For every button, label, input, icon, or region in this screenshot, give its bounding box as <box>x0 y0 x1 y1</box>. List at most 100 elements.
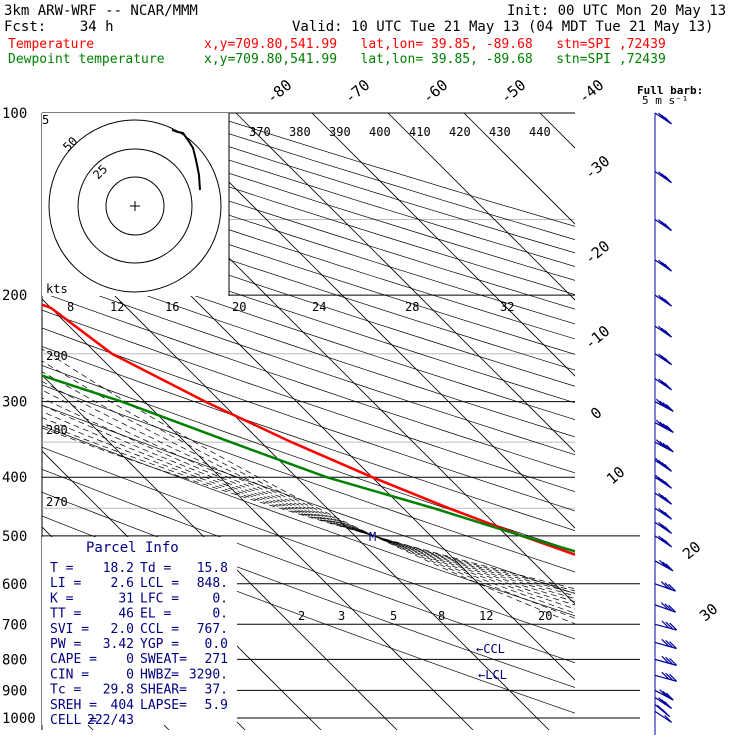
parcel-value: 15.8 <box>197 561 228 576</box>
dry-adiabat <box>42 195 575 371</box>
theta-label: 400 <box>369 125 391 139</box>
parcel-value: 0 <box>126 652 134 667</box>
wind-barb-flag <box>660 581 669 589</box>
wind-barb-flag <box>661 537 669 546</box>
theta-side-label: 270 <box>46 495 68 509</box>
wind-barb <box>654 674 677 682</box>
wind-barb-flag <box>664 116 672 125</box>
temp-axis-label: 0 <box>587 403 605 423</box>
wind-barb <box>654 641 677 650</box>
dry-adiabat <box>42 446 575 640</box>
moist-adiabat <box>42 389 575 606</box>
parcel-label: PW = <box>50 637 81 652</box>
parcel-value: 0. <box>212 591 228 606</box>
wind-barb-flag <box>665 621 674 630</box>
parcel-value: 222/43 <box>87 713 134 728</box>
wind-barb <box>654 710 672 723</box>
wind-barb-flag <box>665 444 674 453</box>
isotherm-line <box>235 113 575 453</box>
temp-axis-label: -40 <box>575 76 607 107</box>
wind-barb-flag <box>664 329 672 338</box>
wind-barb-flag <box>659 689 668 697</box>
isotherm-line <box>159 113 575 529</box>
wind-barb-flag <box>655 439 664 448</box>
wind-barb-flag <box>669 673 678 682</box>
moist-adiabat <box>42 397 575 603</box>
wind-barb-flag <box>661 221 669 230</box>
theta-side-label: 280 <box>46 423 68 437</box>
wind-barb-flag <box>664 223 672 231</box>
isotherm-line <box>311 113 575 377</box>
parcel-label: YGP = <box>140 637 179 652</box>
moist-adiabat <box>42 422 575 592</box>
dry-adiabat <box>42 384 575 573</box>
legend-dewpoint-label: Dewpoint temperature <box>8 52 165 67</box>
isotherm-line <box>387 113 575 301</box>
wind-barb-flag <box>660 602 669 610</box>
init-time: Init: 00 UTC Mon 20 May 13 <box>507 3 727 19</box>
parcel-info-title: Parcel Info <box>86 540 179 556</box>
parcel-value: 404 <box>111 698 135 713</box>
wind-barb-flag <box>669 657 678 666</box>
wind-barb-flag <box>661 524 669 532</box>
wind-barb-flag <box>658 112 667 121</box>
temperature-profile <box>42 303 575 556</box>
wind-barb-flag <box>661 296 669 305</box>
wind-barb-flag <box>662 402 671 411</box>
isotherm-line <box>616 113 740 731</box>
wind-barb-flag <box>659 559 667 568</box>
pressure-label-600: 600 <box>2 577 27 593</box>
parcel-label: Tc = <box>50 683 81 698</box>
parcel-label: LFC = <box>140 591 179 606</box>
wind-barb-flag <box>661 494 669 503</box>
temp-axis-label: 20 <box>679 538 704 563</box>
wind-barb-flag <box>662 690 671 699</box>
wind-barb-flag <box>665 692 674 701</box>
wind-barb-flag <box>665 425 674 433</box>
wind-barb <box>654 689 674 701</box>
temp-axis-label: 10 <box>603 463 628 488</box>
theta-label: 420 <box>449 125 471 139</box>
wind-barb-flag <box>664 357 672 366</box>
dry-adiabat <box>163 113 575 240</box>
parcel-label: SVI = <box>50 622 89 637</box>
dry-adiabat <box>42 275 575 456</box>
wind-barb-flag <box>665 403 674 412</box>
mixing-ratio-label: 5 <box>390 609 397 623</box>
theta-label: 380 <box>289 125 311 139</box>
parcel-label: EL = <box>140 607 171 622</box>
wind-barb-flag <box>658 325 667 334</box>
theta-side-label: 290 <box>46 349 68 363</box>
hodograph-trace <box>171 129 201 191</box>
parcel-value: 0 <box>126 667 134 682</box>
wind-barb-flag <box>664 463 672 472</box>
wind-barb-flag <box>661 327 669 336</box>
dry-adiabat <box>42 469 575 664</box>
parcel-label: CCL = <box>140 622 179 637</box>
theta-label: 440 <box>529 125 551 139</box>
dry-adiabat <box>42 327 575 512</box>
isotherm-line <box>692 113 740 731</box>
wind-barb-flag <box>658 507 667 516</box>
theta-label: 390 <box>329 125 351 139</box>
wind-barb-flag <box>658 459 667 468</box>
parcel-label: LAPSE= <box>140 698 187 713</box>
dry-adiabat <box>202 113 575 227</box>
hodograph-top-label: 5 <box>42 113 49 127</box>
theta-label: 410 <box>409 125 431 139</box>
parcel-value: 29.8 <box>103 683 134 698</box>
parcel-label: LCL = <box>140 576 179 591</box>
wind-barb-flag <box>661 173 669 182</box>
wind-barb-flag <box>664 480 672 489</box>
temp-axis-label: -80 <box>263 76 295 107</box>
dry-adiabat <box>42 425 575 617</box>
theta-label: 430 <box>489 125 511 139</box>
parcel-label: TT = <box>50 607 81 622</box>
speed-label: 24 <box>312 300 326 314</box>
pressure-label-800: 800 <box>2 652 27 668</box>
lcl-marker: ←LCL <box>478 668 507 682</box>
parcel-label: CIN = <box>50 667 89 682</box>
wind-barb-flag <box>658 219 667 228</box>
parcel-value: 5.9 <box>205 698 228 713</box>
isotherm-line <box>0 113 18 731</box>
